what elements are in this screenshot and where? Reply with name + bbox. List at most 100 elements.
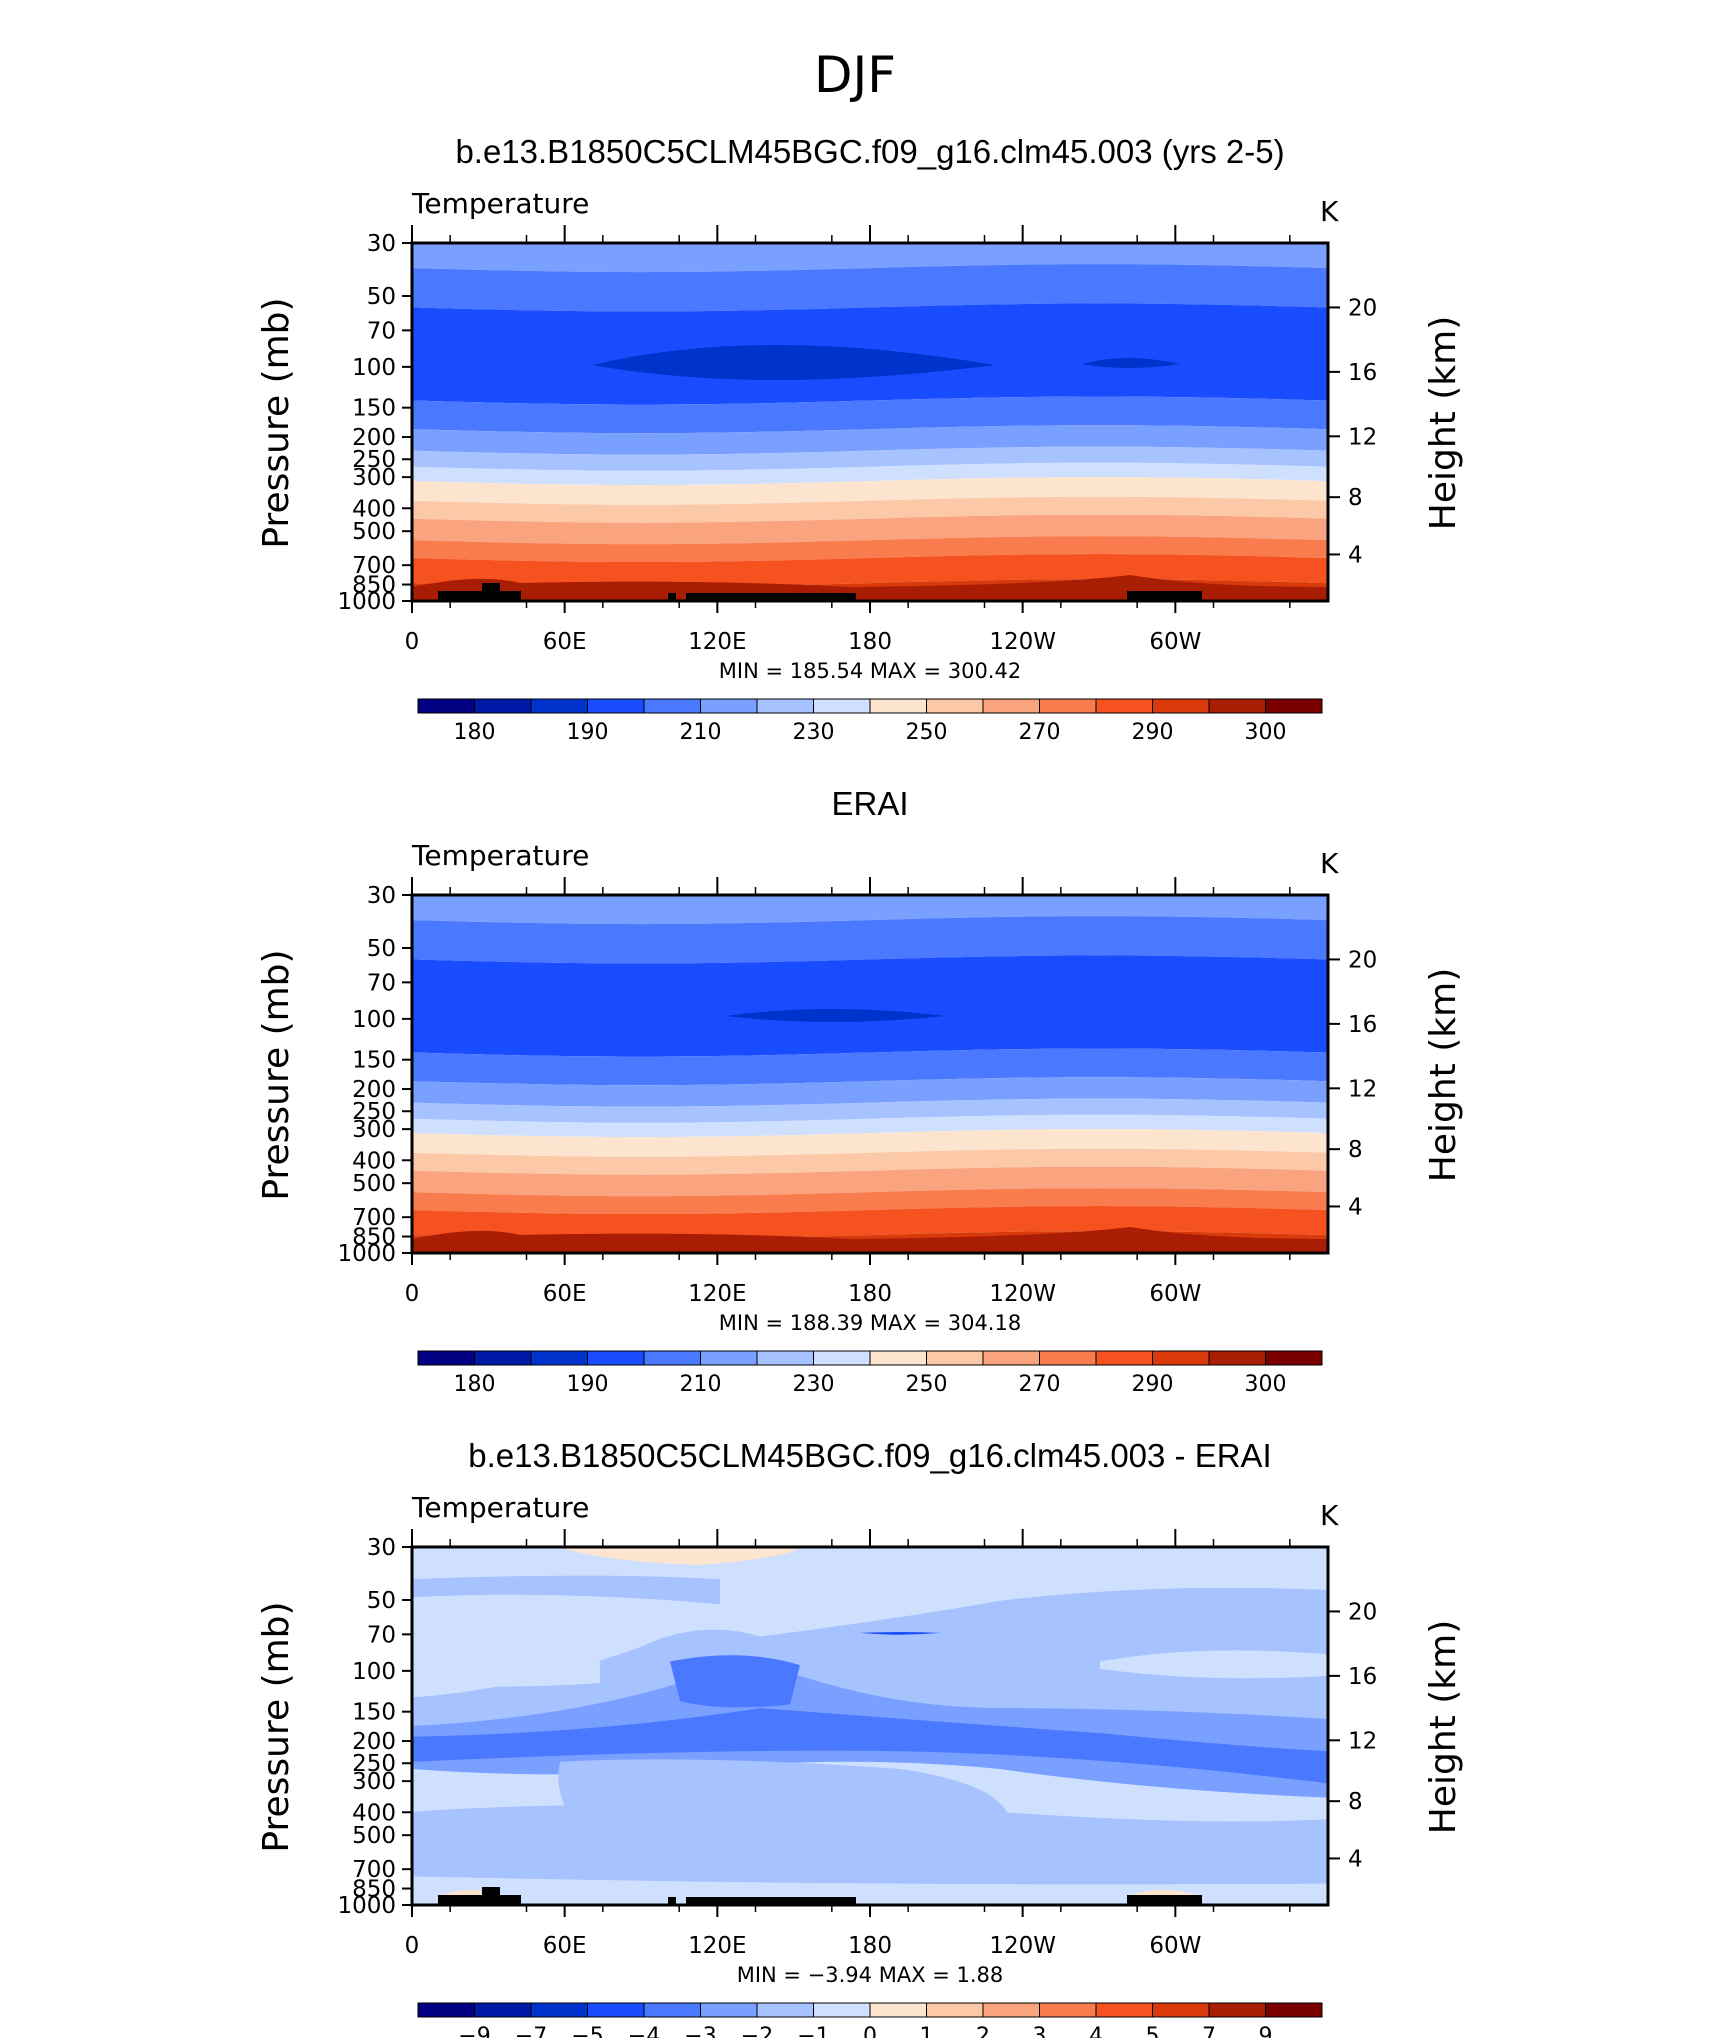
y-tick-label: 70: [367, 970, 396, 996]
y-right-axis-title: Height (km): [1423, 316, 1464, 530]
colorbar-swatch: [982, 2002, 1040, 2018]
colorbar-swatch: [643, 1350, 701, 1366]
x-tick-label: 120E: [688, 1933, 746, 1959]
temperature-band: [412, 462, 1328, 486]
y-tick-label: 100: [352, 355, 396, 381]
colorbar-label: −1: [797, 2024, 829, 2038]
temperature-band: [412, 446, 1328, 471]
colorbar-swatch: [756, 698, 814, 714]
y-right-tick-label: 16: [1348, 1664, 1377, 1690]
y-right-tick-label: 16: [1348, 360, 1377, 386]
colorbar-swatch: [530, 1350, 588, 1366]
colorbar-label: 270: [1019, 1372, 1061, 1397]
temperature-band: [412, 1048, 1328, 1086]
x-tick-label: 120E: [688, 1281, 746, 1307]
y-tick-label: 50: [367, 284, 396, 310]
y-tick-label: 850: [352, 1225, 396, 1251]
colorbar-swatch: [1265, 698, 1323, 714]
y-tick-label: 850: [352, 1877, 396, 1903]
y-tick-label: 700: [352, 1205, 396, 1231]
warm-surface-contour: [412, 575, 1328, 601]
colorbar-swatch: [1265, 1350, 1323, 1366]
x-tick-label: 0: [405, 1933, 420, 1959]
colorbar-swatch: [926, 1350, 984, 1366]
colorbar-swatch: [474, 2002, 532, 2018]
colorbar-label: −9: [458, 2024, 490, 2038]
difference-contour: [412, 1708, 1328, 1784]
temperature-band: [412, 1188, 1328, 1214]
y-tick-label: 850: [352, 573, 396, 599]
y-tick-label: 70: [367, 318, 396, 344]
colorbar-label: 290: [1132, 1372, 1174, 1397]
colorbar-swatch: [1265, 2002, 1323, 2018]
temperature-band: [412, 895, 1328, 925]
variable-label: Temperature: [411, 187, 589, 220]
colorbar-label: −4: [628, 2024, 660, 2038]
terrain-mask: [505, 1895, 517, 1905]
y-right-tick-label: 4: [1348, 542, 1363, 568]
y-right-tick-label: 8: [1348, 1137, 1363, 1163]
x-tick-label: 0: [405, 1281, 420, 1307]
x-tick-label: 120W: [989, 1933, 1056, 1959]
colorbar-label: 180: [454, 720, 496, 745]
colorbar-swatch: [1039, 2002, 1097, 2018]
y-right-tick-label: 12: [1348, 424, 1377, 450]
colorbar-swatch: [417, 698, 475, 714]
terrain-mask: [1127, 591, 1202, 601]
y-tick-label: 1000: [337, 589, 396, 615]
colorbar-swatch: [700, 1350, 758, 1366]
difference-positive-contour: [1130, 1889, 1200, 1897]
colorbar-swatch: [417, 1350, 475, 1366]
terrain-mask: [438, 1895, 521, 1905]
y-tick-label: 30: [367, 883, 396, 909]
y-right-tick-label: 8: [1348, 1789, 1363, 1815]
x-tick-label: 60E: [543, 629, 587, 655]
colorbar-swatch: [530, 2002, 588, 2018]
colorbar-swatch: [1152, 698, 1210, 714]
x-tick-label: 180: [848, 1933, 892, 1959]
x-tick-label: 60E: [543, 1933, 587, 1959]
stats-label: MIN = 185.54 MAX = 300.42: [719, 659, 1021, 683]
colorbar-swatch: [813, 2002, 871, 2018]
temperature-band: [412, 514, 1328, 545]
temperature-band: [412, 477, 1328, 505]
colorbar-label: 9: [1259, 2024, 1273, 2038]
temperature-band: [412, 1098, 1328, 1123]
y-tick-label: 500: [352, 519, 396, 545]
colorbar-label: 7: [1202, 2024, 1216, 2038]
panel-3: b.e13.B1850C5CLM45BGC.f09_g16.clm45.003 …: [256, 1437, 1464, 2038]
variable-label: Temperature: [411, 839, 589, 872]
y-tick-label: 300: [352, 465, 396, 491]
x-tick-label: 60E: [543, 1281, 587, 1307]
temperature-band: [412, 243, 1328, 273]
y-tick-label: 1000: [337, 1893, 396, 1919]
difference-contour: [860, 1632, 940, 1635]
colorbar-label: 300: [1245, 1372, 1287, 1397]
colorbar-label: 290: [1132, 720, 1174, 745]
y-right-tick-label: 12: [1348, 1728, 1377, 1754]
colorbar-label: 4: [1089, 2024, 1103, 2038]
difference-contour: [412, 1575, 720, 1605]
terrain-mask: [505, 591, 517, 601]
colorbar-swatch: [1208, 1350, 1266, 1366]
colorbar-label: 270: [1019, 720, 1061, 745]
x-tick-label: 60W: [1149, 629, 1201, 655]
colorbar-label: 300: [1245, 720, 1287, 745]
y-axis-title: Pressure (mb): [256, 949, 297, 1200]
colorbar-swatch: [982, 1350, 1040, 1366]
plot-area: [412, 1547, 1328, 1905]
colorbar-label: 230: [793, 1372, 835, 1397]
colorbar-label: 190: [567, 1372, 609, 1397]
colorbar-swatch: [1039, 1350, 1097, 1366]
y-tick-label: 100: [352, 1007, 396, 1033]
cold-core-contour: [725, 1009, 945, 1022]
panel-title: b.e13.B1850C5CLM45BGC.f09_g16.clm45.003 …: [455, 133, 1284, 170]
colorbar-label: 230: [793, 720, 835, 745]
x-tick-label: 0: [405, 629, 420, 655]
figure-title: DJF: [814, 46, 896, 104]
colorbar-label: −3: [684, 2024, 716, 2038]
colorbar-label: 250: [906, 1372, 948, 1397]
y-tick-label: 200: [352, 425, 396, 451]
y-right-axis-title: Height (km): [1423, 1620, 1464, 1834]
